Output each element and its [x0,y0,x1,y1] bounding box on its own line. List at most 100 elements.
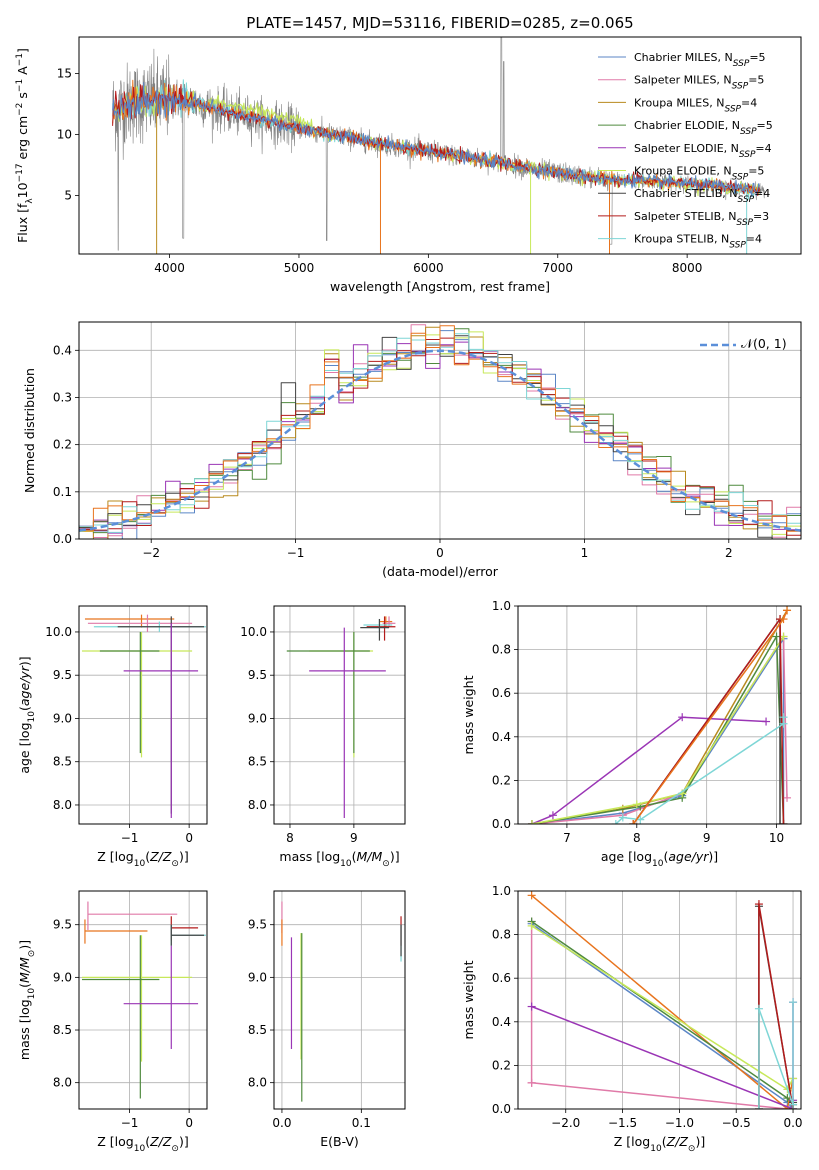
legend-entry-label: Chabrier STELIB, NSSP=4 [634,187,770,205]
y-tick-label: 9.5 [248,918,267,932]
legend-entry-label: Kroupa ELODIE, NSSP=5 [634,165,764,183]
y-tick-label: 9.5 [248,668,267,682]
label-part: Chabrier ELODIE, N [634,119,740,132]
label-part: A [15,66,30,79]
label-part: age [log [17,722,32,773]
label-part: Z/Z [149,1134,172,1149]
label-part: =5 [748,165,764,178]
plot-area [81,901,206,1099]
label-part: )] [695,1134,705,1149]
label-part: ( [145,1134,150,1149]
label-part: 10 [27,711,37,723]
y-tick-label: 0.0 [492,817,511,831]
y-tick-label: 0.0 [492,1102,511,1116]
x-tick-label: 0.0 [783,1116,802,1130]
x-tick-label: 0 [185,1116,193,1130]
normal-distribution-curve [79,349,801,532]
label-part: =3 [753,210,769,223]
label-part: −17 [15,163,25,182]
label-part: ( [352,849,357,864]
label-part: ⊙ [27,950,37,958]
label-part: Normed distribution [22,368,37,493]
label-part: ( [17,983,32,988]
y-tick-label: 0.0 [53,532,72,546]
label-part: −1 [15,53,25,66]
label-part: SSP [724,104,741,114]
x-axis-label: mass [log10(M/M⊙)] [279,849,399,869]
label-part: =4 [755,142,771,155]
label-part: ⊙ [171,1144,179,1154]
y-tick-label: 8.0 [53,1076,72,1090]
x-tick-label: −2 [142,546,160,560]
label-part: s [15,92,30,103]
label-part: SSP [739,150,756,160]
label-part: Kroupa STELIB, N [634,233,729,246]
x-tick-label: 6000 [413,261,444,275]
label-part: )] [17,656,32,666]
y-tick-label: 1.0 [492,884,511,898]
plot-area [286,616,396,818]
label-part: Salpeter STELIB, N [634,210,736,223]
y-tick-label: 0.4 [492,730,511,744]
y-tick-label: 9.5 [53,668,72,682]
x-tick-label: −0.5 [722,1116,751,1130]
y-tick-label: 8.0 [248,798,267,812]
mass-weight-line-kroupa-miles [531,610,788,824]
label-part: )] [390,849,400,864]
y-tick-label: 9.0 [248,711,267,725]
y-tick-label: 10.0 [240,625,267,639]
legend-entry-label: Salpeter ELODIE, NSSP=4 [634,142,772,160]
label-part: ] [15,48,30,53]
label-part: Z/Z [149,849,172,864]
label-part: mass weight [461,960,476,1039]
label-part: =5 [748,74,764,87]
mass-weight-line-kroupa-stelib [758,1002,794,1109]
label-part: =5 [749,51,765,64]
label-part: M/M [17,957,32,983]
y-tick-label: 9.0 [53,711,72,725]
label-part: SSP [733,59,750,69]
legend-entry-label: Kroupa MILES, NSSP=4 [634,96,757,114]
x-tick-label: 9 [703,831,711,845]
label-part: 10 [15,182,30,198]
y-axis-label: age [log10(age/yr)] [17,656,37,773]
mass-weight-line-salpeter-miles [531,635,788,824]
y-axis-label: mass [log10(M/M⊙)] [17,940,37,1060]
model-spectrum-chabrier-miles [112,82,760,198]
label-part: )] [179,1134,189,1149]
mass-weight-line-chabrier-elodie [531,635,785,824]
label-part: )] [17,940,32,950]
y-tick-label: 10 [57,128,72,142]
label-part: Kroupa ELODIE, N [634,165,732,178]
mass-vs-ebv-panel: 0.0 0.1 8.0 8.5 9.0 9.5 E(B-V) [248,890,406,1149]
y-tick-label: 9.5 [53,918,72,932]
x-tick-label: 8 [633,831,641,845]
label-part: SSP [732,82,749,92]
axes-frame [78,36,802,255]
y-tick-label: 0.2 [53,438,72,452]
label-part: SSP [738,195,755,205]
label-part: Flux [f [15,203,30,243]
x-tick-label: 8000 [672,261,703,275]
x-axis-label: (data-model)/error [382,564,499,579]
x-tick-label: 0 [185,831,193,845]
label-part: =4 [754,187,770,200]
model-spectrum-salpeter-stelib [112,84,760,196]
label-part: Chabrier STELIB, N [634,187,738,200]
axes-frame [78,890,208,1110]
label-part: ⊙ [382,859,390,869]
label-part: SSP [740,127,757,137]
x-axis-label: Z [log10(Z/Z⊙)] [97,849,188,869]
label-part: ⊙ [688,1144,696,1154]
y-tick-label: 0.6 [492,971,511,985]
y-tick-label: 8.5 [248,755,267,769]
label-part: age/yr [668,849,709,864]
y-axis-label: Flux [fλ10−17 erg cm−2 s−1 A−1] [15,48,35,243]
legend-entry-label: Chabrier MILES, NSSP=5 [634,51,766,69]
spectrum-panel: 4000 5000 6000 7000 8000 5 10 15 wavelength [Ang… [15,36,802,294]
y-tick-label: 8.5 [53,755,72,769]
x-tick-label: 10 [769,831,784,845]
x-axis-label: E(B-V) [320,1134,359,1149]
